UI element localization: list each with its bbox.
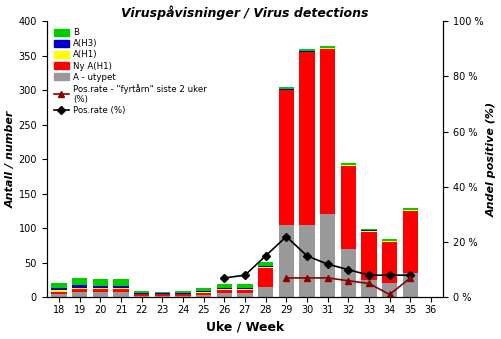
Bar [51, 283, 67, 288]
Bar [258, 262, 273, 265]
Bar [113, 285, 129, 287]
Bar [278, 225, 294, 297]
Bar [278, 87, 294, 89]
Bar [72, 289, 87, 293]
Bar [134, 291, 149, 293]
Bar [278, 89, 294, 90]
Bar [216, 289, 231, 290]
Bar [237, 284, 252, 287]
Bar [319, 47, 335, 48]
Bar [51, 290, 67, 292]
Bar [258, 265, 273, 267]
Bar [113, 287, 129, 289]
Bar [72, 287, 87, 289]
Bar [195, 293, 211, 295]
Bar [237, 293, 252, 297]
Bar [340, 249, 355, 297]
Bar [93, 289, 108, 293]
Bar [402, 208, 417, 210]
Bar [319, 48, 335, 49]
Bar [258, 267, 273, 287]
Bar [361, 231, 376, 232]
Bar [361, 230, 376, 231]
Bar [51, 294, 67, 297]
Bar [216, 290, 231, 293]
Bar [216, 284, 231, 287]
Bar [113, 293, 129, 297]
Bar [154, 294, 170, 295]
Bar [113, 289, 129, 293]
Bar [72, 293, 87, 297]
Bar [175, 294, 190, 295]
Bar [237, 287, 252, 289]
Bar [237, 289, 252, 290]
Bar [93, 285, 108, 287]
Bar [51, 292, 67, 294]
Bar [340, 166, 355, 249]
X-axis label: Uke / Week: Uke / Week [205, 320, 284, 334]
Bar [216, 287, 231, 289]
Bar [175, 293, 190, 294]
Bar [93, 287, 108, 289]
Bar [299, 49, 314, 51]
Bar [154, 293, 170, 294]
Bar [340, 163, 355, 165]
Bar [361, 280, 376, 297]
Bar [154, 295, 170, 296]
Bar [175, 291, 190, 293]
Bar [134, 296, 149, 297]
Bar [93, 279, 108, 285]
Y-axis label: Andel positive (%): Andel positive (%) [485, 102, 495, 217]
Bar [402, 210, 417, 211]
Bar [154, 296, 170, 297]
Y-axis label: Antall / number: Antall / number [6, 111, 16, 208]
Bar [175, 296, 190, 297]
Bar [154, 292, 170, 293]
Bar [51, 288, 67, 290]
Bar [381, 241, 397, 242]
Bar [216, 293, 231, 297]
Bar [195, 291, 211, 293]
Bar [299, 225, 314, 297]
Bar [319, 215, 335, 297]
Bar [299, 52, 314, 225]
Bar [402, 273, 417, 297]
Bar [175, 295, 190, 296]
Bar [93, 293, 108, 297]
Bar [237, 290, 252, 293]
Bar [72, 278, 87, 285]
Bar [113, 279, 129, 285]
Bar [195, 287, 211, 291]
Bar [361, 229, 376, 230]
Bar [278, 90, 294, 225]
Bar [134, 293, 149, 294]
Bar [402, 211, 417, 273]
Bar [134, 294, 149, 295]
Bar [195, 295, 211, 297]
Bar [134, 295, 149, 296]
Bar [340, 165, 355, 166]
Bar [319, 49, 335, 215]
Bar [299, 51, 314, 52]
Bar [319, 46, 335, 47]
Bar [381, 239, 397, 241]
Bar [72, 285, 87, 287]
Bar [381, 242, 397, 283]
Bar [361, 232, 376, 280]
Title: Viruspåvisninger / Virus detections: Viruspåvisninger / Virus detections [121, 5, 368, 20]
Bar [381, 283, 397, 297]
Bar [258, 287, 273, 297]
Legend: B, A(H3), A(H1), Ny A(H1), A - utypet, Pos.rate - "fyrtårn" siste 2 uker
(%), Po: B, A(H3), A(H1), Ny A(H1), A - utypet, P… [51, 25, 209, 118]
